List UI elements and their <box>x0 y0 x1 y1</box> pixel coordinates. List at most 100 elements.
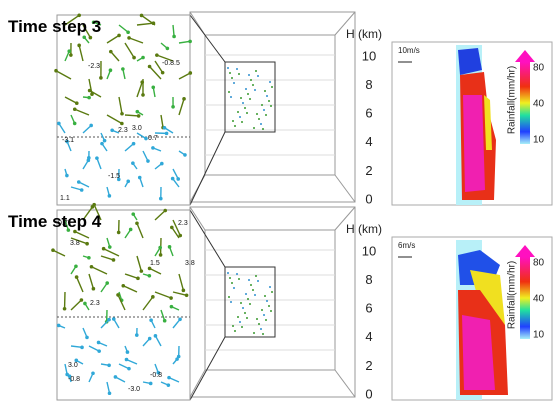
scatter-dot <box>234 125 236 127</box>
vector-head <box>105 281 110 285</box>
scatter-dot <box>247 93 249 95</box>
wind-vector <box>52 249 66 257</box>
wind-vector <box>124 143 135 152</box>
vector-head <box>148 381 153 386</box>
vector-head <box>107 391 112 396</box>
wind-vector <box>142 296 154 311</box>
vector-head <box>171 104 175 109</box>
vector-label: 3.8 <box>70 240 80 247</box>
scatter-dot <box>250 79 252 81</box>
vector-head <box>86 158 91 163</box>
scatter-dot <box>266 300 268 302</box>
vector-head <box>91 286 96 291</box>
vector-head <box>91 20 96 25</box>
scatter-dot <box>245 88 247 90</box>
vector-head <box>82 35 87 40</box>
height-axis-label: H (km) <box>346 222 382 236</box>
vector-label: 2.3 <box>118 127 128 134</box>
vector-head <box>101 246 106 251</box>
wind-vector <box>82 206 93 221</box>
wind-vector <box>78 45 84 62</box>
vector-head <box>181 288 186 293</box>
vector-head <box>164 131 169 136</box>
scatter-dot <box>240 97 242 99</box>
colorbar-head <box>515 50 535 62</box>
scatter-dot <box>263 109 265 111</box>
vector-head <box>120 111 124 116</box>
rain-magenta <box>462 315 495 390</box>
vector-head <box>182 97 186 101</box>
vector-label: -0.8 <box>68 376 80 383</box>
scatter-dot <box>269 286 271 288</box>
vector-head <box>89 123 93 128</box>
scatter-dot <box>246 317 248 319</box>
vector-head <box>149 318 153 323</box>
wind-vector <box>118 24 129 33</box>
box-outer <box>189 11 356 203</box>
wind-vector <box>124 273 139 280</box>
vector-head <box>153 334 158 338</box>
wind-vector <box>154 335 162 347</box>
vector-head <box>96 340 101 345</box>
vector-head <box>162 125 167 130</box>
vector-head <box>67 49 72 54</box>
wind-vector <box>160 309 166 321</box>
vector-head <box>127 36 131 40</box>
wind-vector <box>74 108 90 116</box>
scatter-dot <box>252 289 254 291</box>
vector-head <box>167 375 171 380</box>
wind-vector <box>172 24 175 37</box>
scatter-dot <box>260 123 262 125</box>
vector-head <box>135 221 139 226</box>
vector-label: -3.1 <box>62 137 74 144</box>
scatter-dot <box>244 107 246 109</box>
wind-vector <box>74 230 90 239</box>
wind-vector <box>122 285 138 293</box>
wind-vector <box>82 24 91 38</box>
scatter-dot <box>229 277 231 279</box>
wind-vector <box>142 150 149 162</box>
vector-head <box>116 293 120 297</box>
scatter-dot <box>252 84 254 86</box>
wind-vector <box>106 381 111 394</box>
wind-vector <box>136 223 144 239</box>
wind-vector <box>154 210 166 221</box>
wind-vector <box>70 237 88 245</box>
wind-vector <box>75 276 84 293</box>
scatter-dot <box>233 287 235 289</box>
box-edge <box>334 369 356 398</box>
scatter-dot <box>265 319 267 321</box>
wind-vector <box>156 54 174 62</box>
height-tick: 8 <box>365 272 372 287</box>
scatter-dot <box>240 302 242 304</box>
wind-vector <box>154 291 172 299</box>
scatter-dot <box>250 284 252 286</box>
height-tick: 0 <box>365 191 372 206</box>
zoom-box <box>56 209 191 401</box>
vector-head <box>117 33 121 38</box>
scatter-dot <box>260 328 262 330</box>
wind-vector <box>172 168 179 180</box>
vector-head <box>79 188 84 192</box>
wind-vector <box>160 114 164 128</box>
scatter-dot <box>228 296 230 298</box>
vector-head <box>141 93 145 97</box>
zoom-link <box>189 209 226 268</box>
wind-vector <box>118 363 130 370</box>
vector-head <box>158 253 163 257</box>
wind-vector <box>178 40 191 44</box>
vector-head <box>74 264 78 269</box>
zoom-link <box>189 131 226 206</box>
vector-head <box>139 269 144 273</box>
vector-head <box>121 283 126 288</box>
scatter-dot <box>229 72 231 74</box>
colorbar-tick: 10 <box>533 135 545 146</box>
scatter-dot <box>255 275 257 277</box>
scatter-dot <box>262 128 264 130</box>
vector-head <box>69 53 73 57</box>
scatter-dot <box>230 301 232 303</box>
vector-head <box>67 374 72 378</box>
vector-head <box>87 255 91 260</box>
height-tick: 10 <box>362 48 376 63</box>
wind-vector <box>70 186 82 191</box>
